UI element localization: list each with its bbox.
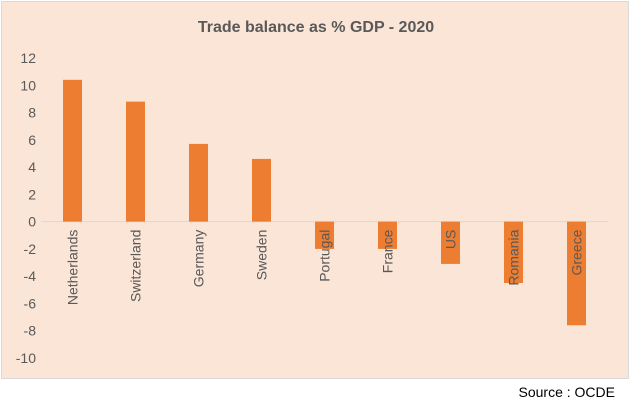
x-tick-label: Sweden [254,230,270,281]
y-tick-label: 6 [28,132,36,148]
x-tick-label: Switzerland [128,230,144,302]
x-tick-label: US [443,230,459,249]
y-tick-label: 0 [28,214,36,230]
bar-chart: Trade balance as % GDP - 2020 12 10 8 6 4 2 0 -… [1,1,629,379]
y-tick-label: 12 [20,50,36,66]
y-tick-label: 2 [28,186,36,202]
y-tick-label: -6 [24,295,37,311]
chart-title: Trade balance as % GDP - 2020 [198,19,434,36]
bar-us [441,221,460,264]
bar-sweden [252,158,271,222]
x-tick-label: Portugal [317,230,333,282]
bar-romania [504,221,523,283]
x-tick-label: France [380,229,396,273]
bar-germany [189,143,208,222]
source-note: Source : OCDE [518,384,615,400]
x-tick-label: Germany [191,230,207,288]
chart-background [1,1,629,379]
bar-portugal [315,221,334,249]
y-tick-label: -2 [24,241,37,257]
x-tick-label: Greece [569,229,585,275]
y-tick-label: 4 [28,159,36,175]
bar-netherlands [63,79,82,222]
bar-greece [567,221,586,326]
bar-switzerland [126,101,145,222]
bar-france [378,221,397,249]
y-tick-label: -4 [24,268,37,284]
y-tick-label: -10 [16,350,36,366]
y-tick-label: 8 [28,105,36,121]
x-tick-label: Romania [506,229,522,285]
x-tick-label: Netherlands [65,230,81,305]
y-tick-label: -8 [24,323,37,339]
y-tick-label: 10 [20,77,36,93]
